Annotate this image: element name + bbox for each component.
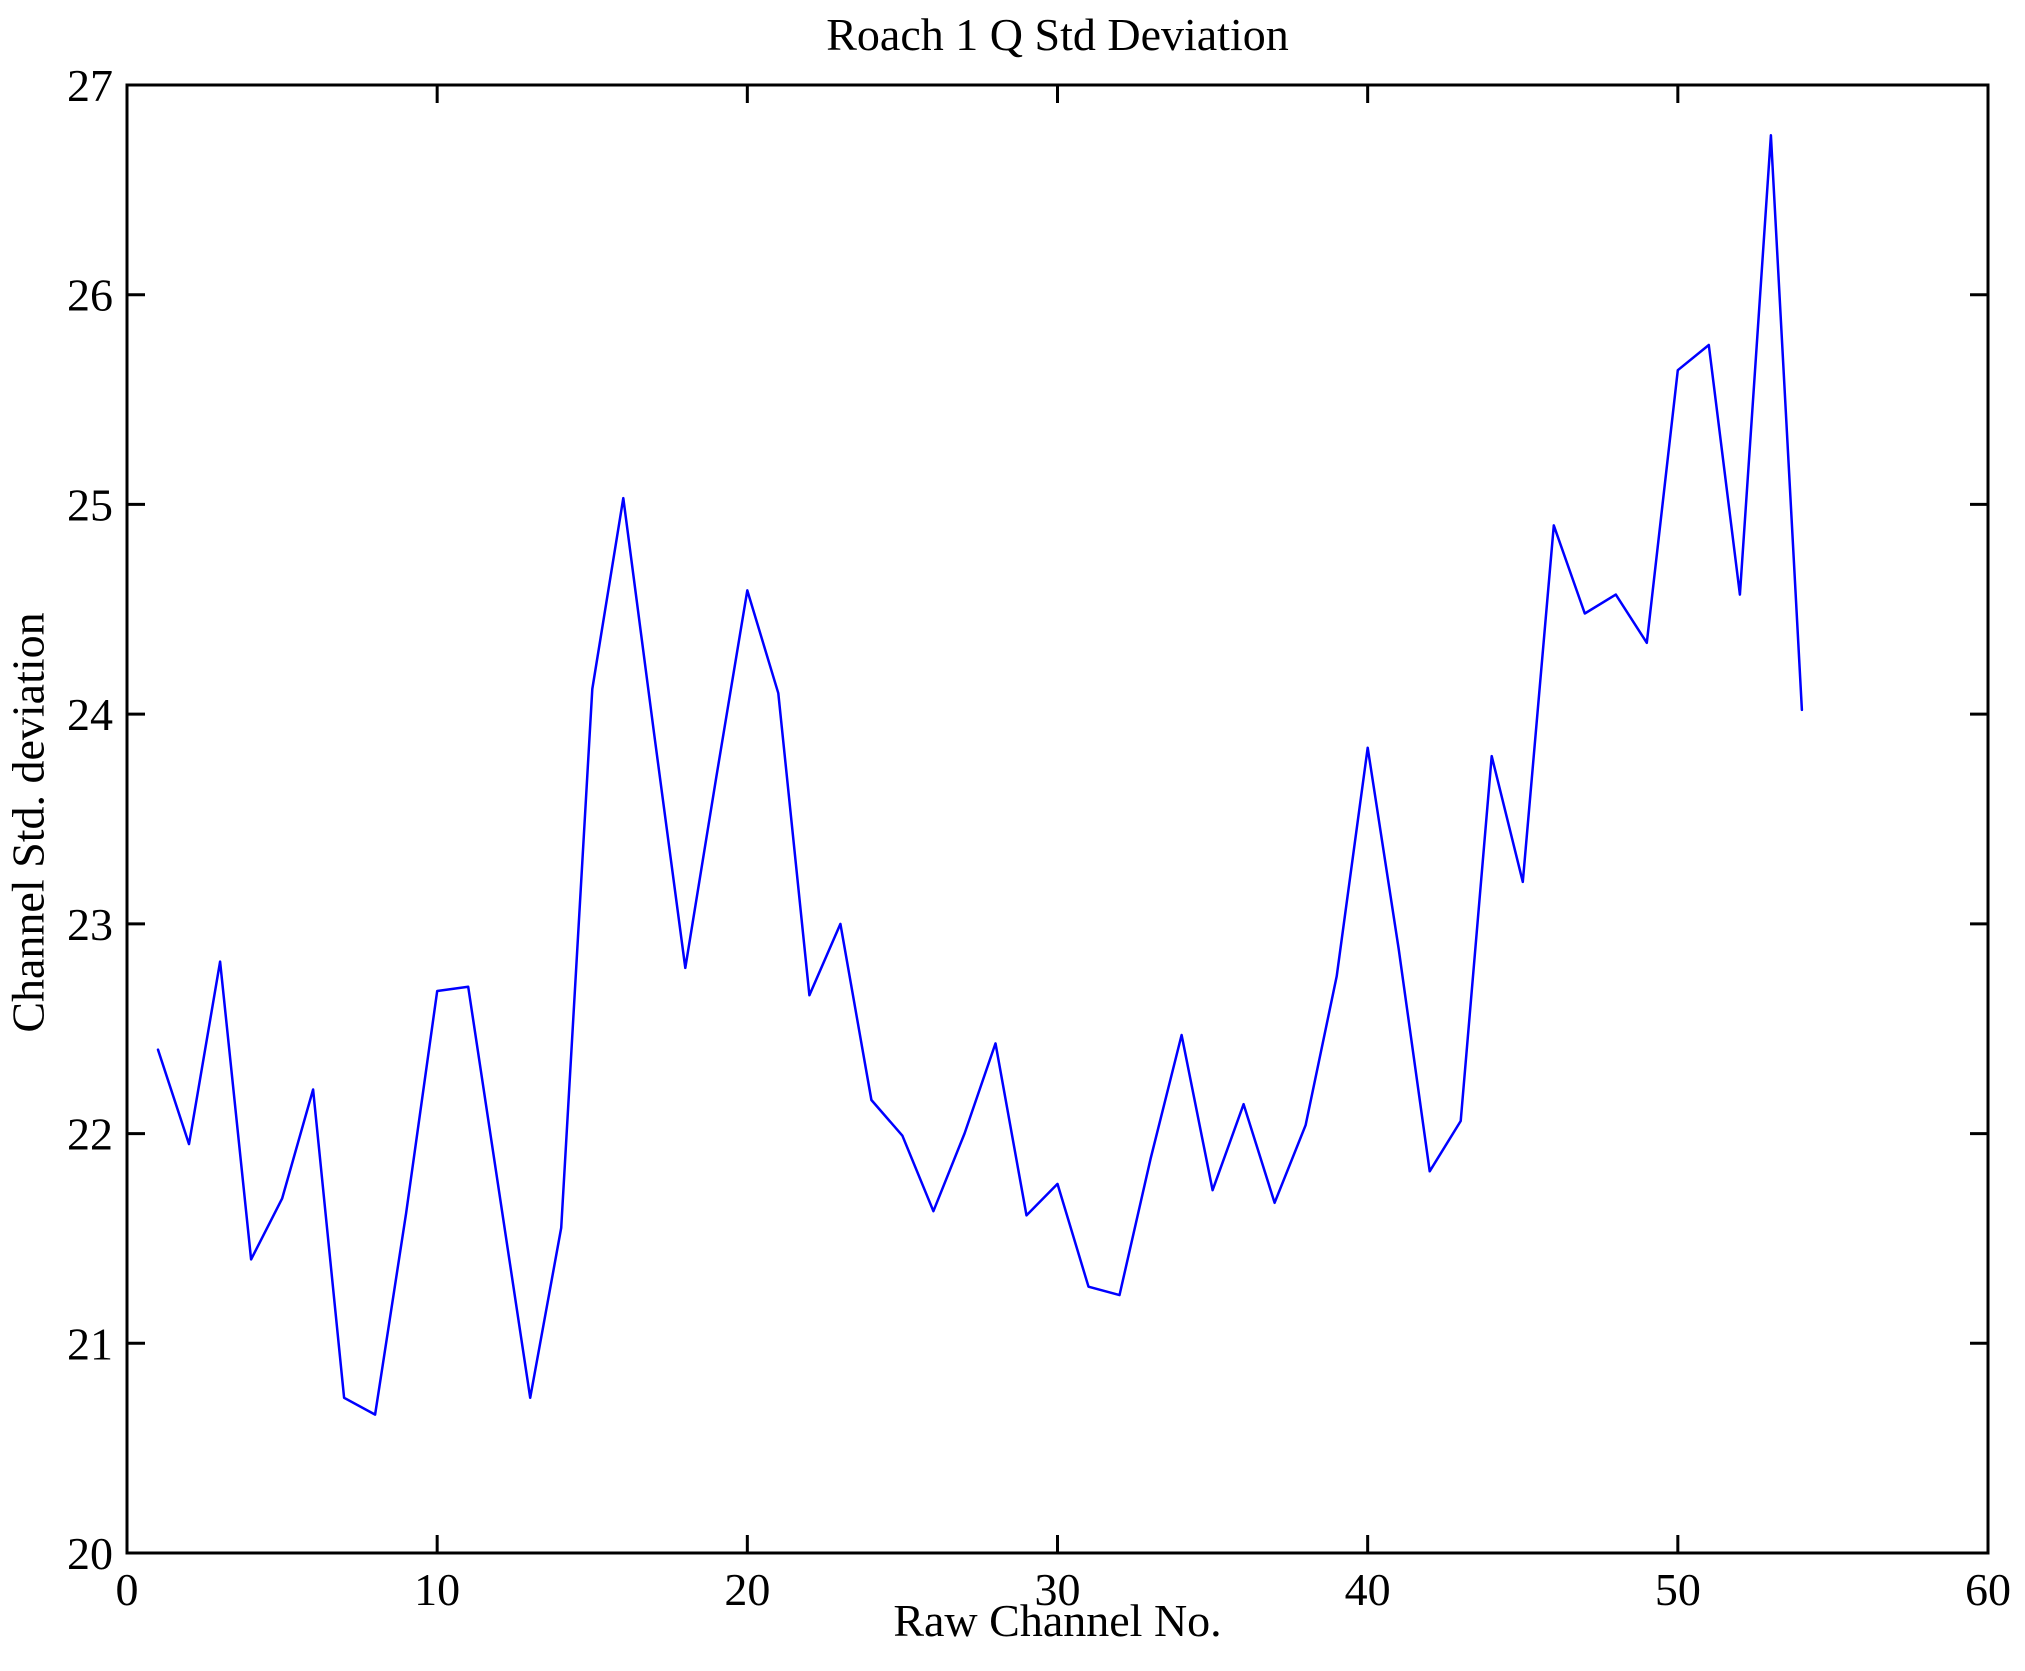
y-tick-label: 25 xyxy=(67,479,113,530)
y-tick-label: 23 xyxy=(67,899,113,950)
x-axis-label: Raw Channel No. xyxy=(893,1595,1222,1646)
y-tick-label: 27 xyxy=(67,60,113,111)
x-tick-label: 0 xyxy=(116,1564,139,1615)
x-tick-label: 60 xyxy=(1965,1564,2011,1615)
y-tick-label: 26 xyxy=(67,270,113,321)
y-tick-label: 24 xyxy=(67,689,113,740)
x-tick-label: 20 xyxy=(724,1564,770,1615)
y-tick-label: 20 xyxy=(67,1528,113,1579)
y-tick-label: 21 xyxy=(67,1318,113,1369)
data-line xyxy=(156,134,1804,1416)
x-tick-label: 30 xyxy=(1035,1564,1081,1615)
y-tick-label: 22 xyxy=(67,1109,113,1160)
x-tick-label: 40 xyxy=(1345,1564,1391,1615)
chart-title: Roach 1 Q Std Deviation xyxy=(826,9,1289,60)
y-axis-label: Channel Std. deviation xyxy=(2,612,54,1033)
x-tick-label: 50 xyxy=(1655,1564,1701,1615)
axes-box xyxy=(125,83,1990,1555)
x-tick-label: 10 xyxy=(414,1564,460,1615)
